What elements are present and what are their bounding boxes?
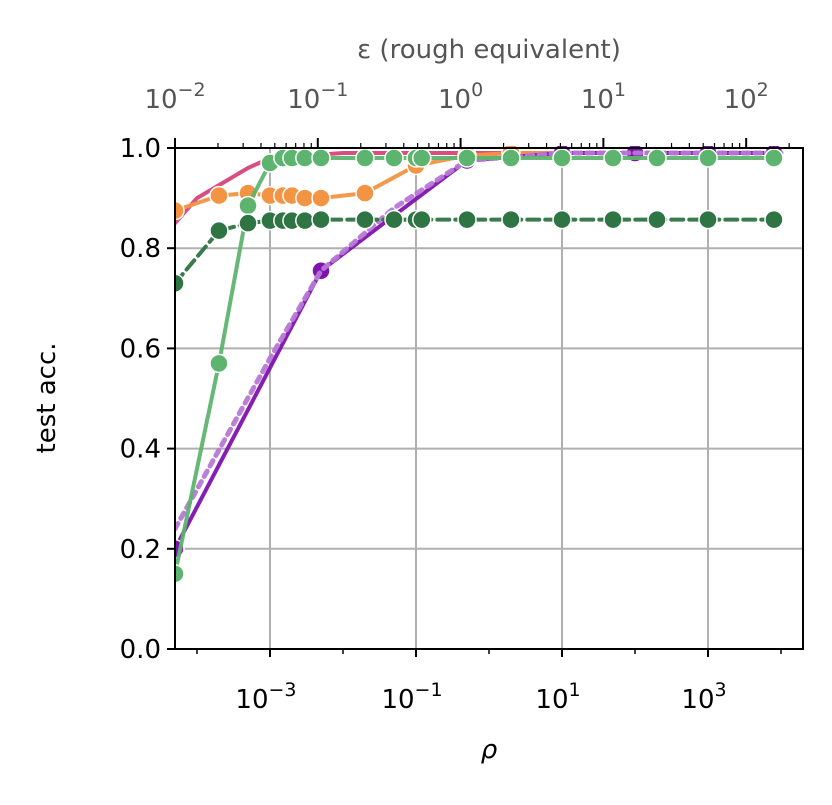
top-x-tick-label: 100 <box>438 79 483 115</box>
series-layer <box>175 146 784 584</box>
top-x-tick-label: 10−1 <box>287 79 348 115</box>
series-point-5 <box>238 195 258 216</box>
series-point-6 <box>603 209 623 230</box>
y-tick-label: 0.0 <box>120 635 161 665</box>
series-point-6 <box>501 209 521 230</box>
series-line-4 <box>175 150 784 532</box>
series-point-2 <box>209 185 229 206</box>
series-point-5 <box>311 148 331 168</box>
series-point-6 <box>647 209 667 230</box>
y-axis-label: test acc. <box>32 343 62 454</box>
series-point-5 <box>412 148 432 168</box>
series-point-5 <box>457 148 477 168</box>
series-point-5 <box>552 148 572 168</box>
series-group <box>175 146 784 584</box>
top-x-tick-label: 102 <box>724 79 769 115</box>
series-point-5 <box>647 148 667 168</box>
series-point-6 <box>295 210 315 231</box>
series-point-2 <box>175 200 185 221</box>
series-point-5 <box>384 148 404 168</box>
series-point-6 <box>457 209 477 230</box>
y-tick-label: 0.4 <box>120 435 161 465</box>
x-tick-label: 103 <box>681 679 726 715</box>
series-point-6 <box>175 273 185 294</box>
x-tick-label: 10−3 <box>235 679 296 715</box>
y-tick-label: 0.2 <box>120 535 161 565</box>
axis-layer: 0.0 0.2 0.4 0.6 0.8 1.0 10−3 10−1 101 103 10−2 10−1… <box>120 79 790 715</box>
series-point-5 <box>295 148 315 168</box>
y-tick-label: 0.8 <box>120 234 161 264</box>
series-point-6 <box>552 209 572 230</box>
series-point-6 <box>764 209 784 230</box>
x-tick-label: 10−1 <box>381 679 442 715</box>
x-tick-label: 101 <box>535 679 580 715</box>
series-point-6 <box>355 209 375 230</box>
series-point-2 <box>355 183 375 203</box>
y-tick-label: 0.6 <box>120 334 161 364</box>
series-point-5 <box>209 353 229 374</box>
series-point-5 <box>603 148 623 168</box>
series-point-2 <box>311 188 331 208</box>
series-point-6 <box>698 209 718 230</box>
series-point-5 <box>355 148 375 168</box>
series-point-5 <box>698 148 718 168</box>
top-axis-label: ε (rough equivalent) <box>357 35 621 65</box>
series-point-5 <box>764 148 784 168</box>
series-point-6 <box>311 209 331 230</box>
x-axis-label: ρ <box>481 735 498 765</box>
series-point-5 <box>501 148 521 168</box>
series-point-2 <box>295 188 315 208</box>
series-point-5 <box>175 564 185 584</box>
series-point-6 <box>238 213 258 233</box>
series-point-6 <box>384 209 404 230</box>
top-x-tick-label: 101 <box>581 79 626 115</box>
y-tick-label: 1.0 <box>120 134 161 164</box>
top-x-tick-label: 10−2 <box>144 79 205 115</box>
series-point-6 <box>412 209 432 230</box>
series-point-6 <box>209 220 229 241</box>
series-line-6 <box>175 217 776 286</box>
